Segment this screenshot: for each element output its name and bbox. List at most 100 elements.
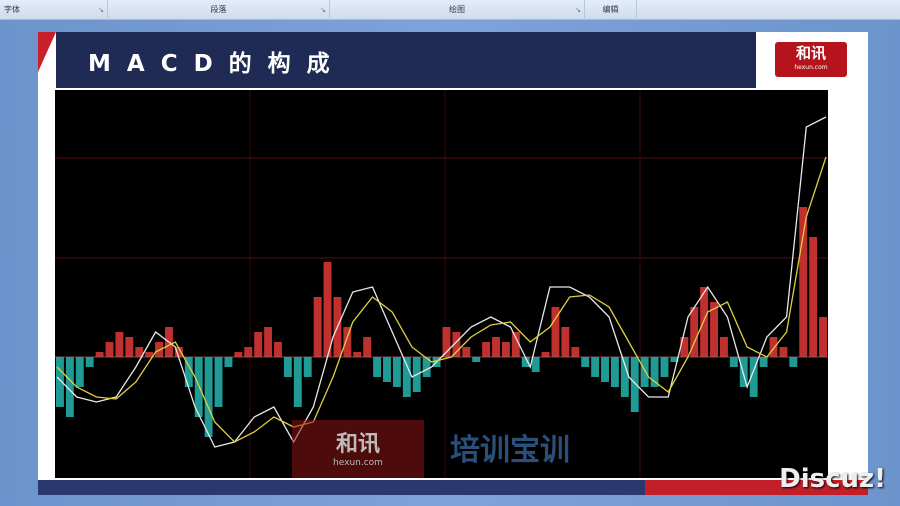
- histogram-bar: [581, 357, 590, 367]
- histogram-bar: [105, 342, 114, 357]
- ribbon: 字体 ↘ 段落 ↘ 绘图 ↘ 编辑: [0, 0, 900, 20]
- group-label: 绘图: [449, 5, 465, 14]
- histogram-bar: [353, 352, 362, 357]
- histogram-bar: [293, 357, 302, 407]
- histogram-bar: [472, 357, 481, 362]
- macd-chart[interactable]: [55, 90, 828, 478]
- histogram-bar: [323, 262, 332, 357]
- histogram-bar: [769, 337, 778, 357]
- peixunbao-watermark: 培训宝训: [450, 433, 570, 468]
- histogram-bar: [660, 357, 669, 377]
- histogram-bar: [719, 337, 728, 357]
- histogram-bar: [125, 337, 134, 357]
- ribbon-group-font[interactable]: 字体 ↘: [0, 0, 108, 20]
- histogram-bar: [571, 347, 580, 357]
- group-label: 段落: [210, 5, 227, 14]
- logo-text: 和讯: [795, 44, 826, 62]
- histogram-bar: [422, 357, 431, 377]
- histogram-bar: [224, 357, 233, 367]
- group-label: 编辑: [602, 5, 619, 14]
- bottom-red-bar: [645, 480, 868, 495]
- histogram-bar: [620, 357, 629, 397]
- group-label: 字体: [4, 5, 20, 14]
- histogram-bar: [244, 347, 253, 357]
- histogram-bar: [115, 332, 124, 357]
- histogram-bar: [85, 357, 94, 367]
- logo-subtext: hexun.com: [794, 64, 828, 71]
- ribbon-group-editing[interactable]: 编辑: [585, 0, 637, 20]
- dea-line: [56, 156, 827, 443]
- histogram-bar: [343, 327, 352, 357]
- watermark-text: 和讯: [335, 432, 380, 457]
- histogram-bar: [492, 337, 500, 357]
- histogram-bar: [373, 357, 382, 377]
- histogram-bar: [561, 327, 570, 357]
- histogram-bar: [739, 357, 748, 387]
- hexun-logo: 和讯 hexun.com: [775, 42, 847, 77]
- histogram-bar: [601, 357, 609, 382]
- histogram-bar: [650, 357, 659, 387]
- histogram-bar: [254, 332, 263, 357]
- ribbon-group-drawing[interactable]: 绘图 ↘: [330, 0, 585, 20]
- histogram-bar: [274, 342, 282, 357]
- histogram-bar: [303, 357, 312, 377]
- histogram-bar: [710, 302, 718, 357]
- histogram-bar: [462, 347, 471, 357]
- histogram-bar: [264, 327, 273, 357]
- histogram-bar: [551, 307, 560, 357]
- dialog-launcher-icon[interactable]: ↘: [320, 6, 326, 14]
- histogram-bar: [640, 357, 649, 387]
- histogram-bar: [56, 357, 64, 407]
- watermark-subtext: hexun.com: [333, 458, 383, 468]
- histogram-bar: [452, 332, 461, 357]
- dialog-launcher-icon[interactable]: ↘: [575, 6, 581, 14]
- histogram-bar: [135, 347, 144, 357]
- histogram-bar: [95, 352, 104, 357]
- histogram-bar: [700, 287, 709, 357]
- dialog-launcher-icon[interactable]: ↘: [98, 6, 104, 14]
- histogram-bar: [482, 342, 491, 357]
- ribbon-group-paragraph[interactable]: 段落 ↘: [108, 0, 330, 20]
- histogram-bar: [363, 337, 372, 357]
- dif-line: [56, 116, 827, 448]
- histogram-bar: [145, 352, 154, 357]
- histogram-bar: [759, 357, 768, 367]
- histogram-bar: [214, 357, 223, 407]
- histogram-bar: [402, 357, 411, 397]
- histogram-bar: [501, 342, 510, 357]
- histogram-bar: [234, 352, 243, 357]
- histogram-bar: [155, 342, 164, 357]
- title-bar: MACD的构成: [56, 32, 756, 88]
- histogram-bar: [383, 357, 391, 382]
- histogram-bar: [313, 297, 322, 357]
- histogram-bar: [789, 357, 798, 367]
- histogram-bar: [670, 357, 679, 362]
- histogram-bar: [779, 347, 788, 357]
- histogram-bar: [610, 357, 619, 387]
- histogram-bar: [690, 307, 699, 357]
- histogram-bar: [442, 327, 451, 357]
- histogram-bar: [531, 357, 540, 372]
- red-corner-decoration: [38, 32, 56, 72]
- histogram-bar: [541, 352, 550, 357]
- histogram-bar: [680, 337, 689, 357]
- histogram-bar: [819, 317, 827, 357]
- histogram-bar: [809, 237, 818, 357]
- histogram-bar: [799, 207, 808, 357]
- histogram-bar: [65, 357, 74, 417]
- slide-title[interactable]: MACD的构成: [88, 51, 346, 77]
- histogram-bar: [184, 357, 193, 387]
- histogram-bar: [511, 332, 520, 357]
- histogram-bar: [174, 347, 183, 357]
- discuz-watermark: Discuz!: [779, 464, 886, 494]
- histogram-bar: [630, 357, 639, 412]
- histogram-bar: [591, 357, 600, 377]
- histogram-bar: [392, 357, 401, 387]
- histogram-bar: [749, 357, 758, 397]
- hexun-watermark: 和讯 hexun.com: [292, 420, 424, 478]
- histogram-bar: [75, 357, 84, 387]
- histogram-bar: [283, 357, 292, 377]
- histogram-bar: [729, 357, 738, 367]
- histogram-bar: [204, 357, 213, 437]
- histogram-bar: [521, 357, 530, 367]
